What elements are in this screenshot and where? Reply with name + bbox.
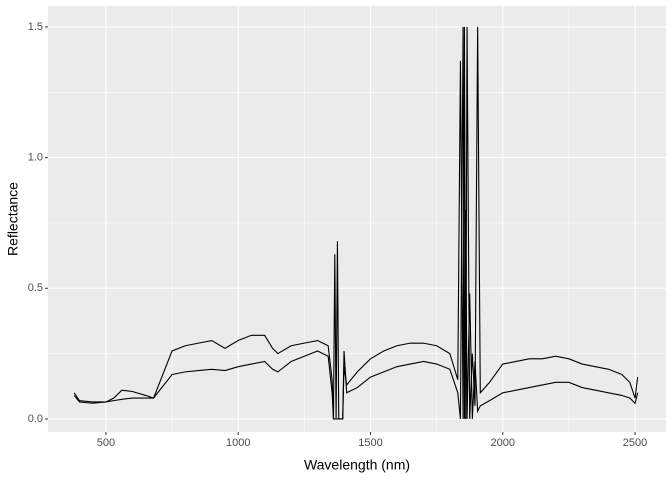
y-tick-label: 1.0 [28, 151, 43, 163]
y-axis-title: Reflectance [5, 182, 21, 256]
y-tick-label: 0.0 [28, 413, 43, 425]
x-tick-label: 1000 [226, 437, 250, 449]
series-line [73, 26, 639, 420]
panel [48, 6, 666, 432]
x-axis-title: Wavelength (nm) [304, 457, 410, 473]
x-tick-label: 500 [97, 437, 115, 449]
x-tick-label: 1500 [358, 437, 382, 449]
y-tick-label: 1.5 [28, 21, 43, 33]
x-tick-label: 2500 [623, 437, 647, 449]
series-line [73, 26, 639, 420]
y-tick-label: 0.5 [28, 282, 43, 294]
x-tick-label: 2000 [491, 437, 515, 449]
